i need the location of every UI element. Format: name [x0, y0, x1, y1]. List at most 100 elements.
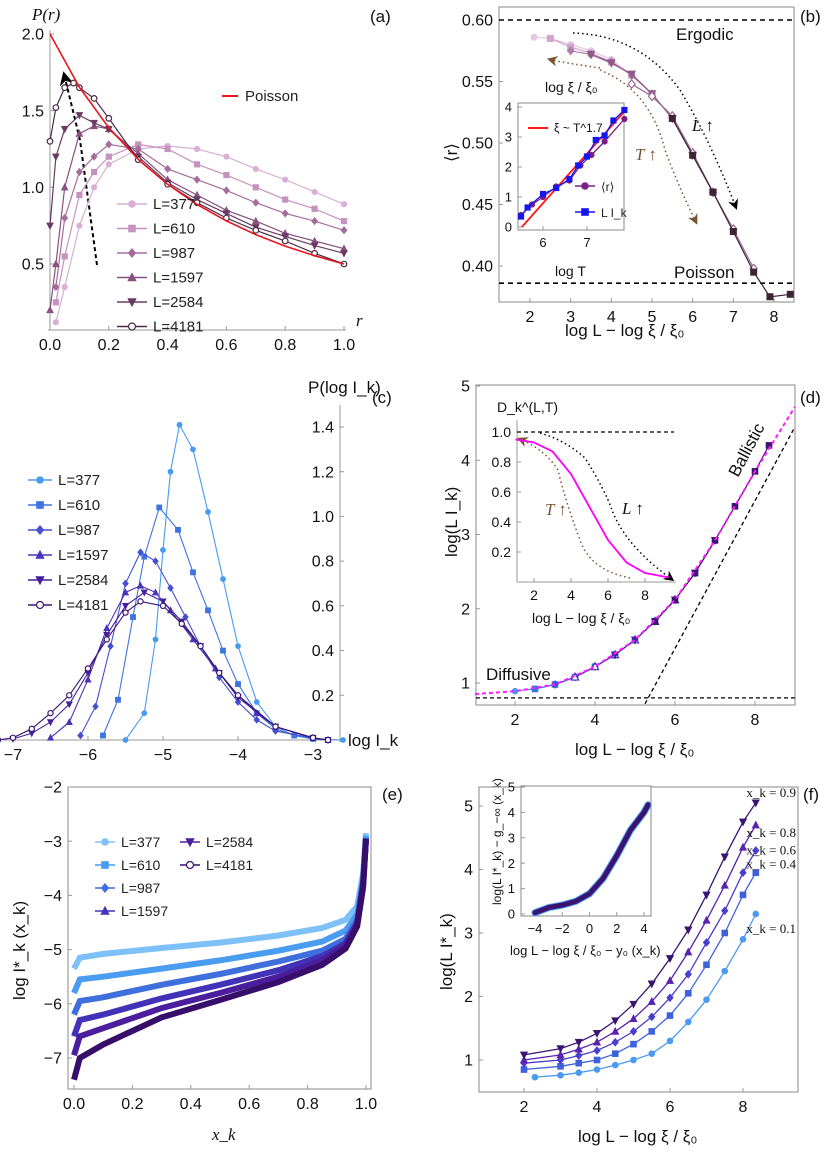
- T-increase-arrow: [599, 69, 698, 225]
- a-data-point: [193, 175, 201, 184]
- e-x-tick-label: 0.6: [238, 1096, 260, 1113]
- e-legend-marker: [185, 860, 195, 870]
- c-data-point: [156, 504, 163, 511]
- f-inset-y-tick-label: 5: [508, 780, 515, 795]
- x-axis-label-b: log L − log ξ / ξ₀: [565, 321, 684, 340]
- a-data-point: [52, 282, 60, 292]
- c-data-point: [151, 588, 160, 596]
- a-legend-marker: [127, 247, 137, 259]
- L-increase-arrow: [572, 32, 739, 210]
- f-data-point: [720, 880, 729, 889]
- c-legend-label: L=377: [58, 472, 100, 489]
- a-data-point: [90, 152, 98, 161]
- c-data-point: [46, 733, 55, 741]
- y-axis-label-c: P(log I_k): [308, 378, 381, 397]
- c-data-point: [160, 547, 166, 553]
- inset-x-axis-label-b: log T: [555, 263, 586, 279]
- a-data-point: [61, 253, 68, 260]
- d-data-point: [731, 502, 739, 510]
- panel-f: log(L I*_k) log L − log ξ / ξ₀ log(L I*_…: [437, 778, 799, 1146]
- c-series-2: [77, 548, 332, 744]
- x-axis-label-c: log I_k: [348, 731, 399, 750]
- f-data-point: [648, 1028, 656, 1035]
- e-series-5: [71, 838, 369, 1081]
- a-data-point: [311, 188, 318, 196]
- c-data-point: [122, 737, 129, 743]
- c-data-point: [178, 620, 185, 627]
- a-legend-label: L=987: [153, 245, 195, 262]
- panel-label-a: (a): [370, 7, 391, 26]
- c-data-point: [103, 624, 111, 632]
- b-inset-data-point: [524, 204, 531, 211]
- c-y-tick-label: 1.4: [312, 420, 334, 437]
- c-data-point: [115, 696, 121, 703]
- f-data-point: [702, 938, 711, 947]
- e-y-tick-label: −2: [44, 780, 62, 797]
- e-x-tick-label: 1.0: [355, 1096, 377, 1113]
- a-data-point: [340, 201, 348, 208]
- a-legend-marker: [128, 224, 136, 233]
- b-inset-data-point: [592, 136, 599, 144]
- a-data-point: [282, 176, 289, 183]
- b-series-5: [668, 114, 794, 301]
- d-data-point: [671, 596, 679, 604]
- b-data-point: [586, 50, 596, 60]
- c-data-point: [66, 692, 73, 699]
- e-x-tick-label: 0.8: [296, 1096, 318, 1113]
- inset-L-increase-arrow: [539, 432, 675, 582]
- e-legend-label: L=1597: [121, 903, 168, 919]
- b-data-point: [750, 268, 758, 276]
- a-legend-label: L=4181: [153, 319, 203, 336]
- b-series-line: [631, 83, 755, 269]
- f-data-point: [575, 1059, 583, 1067]
- a-data-point: [61, 213, 69, 223]
- c-x-tick-label: −5: [154, 747, 172, 764]
- b-x-tick-label: 6: [688, 309, 697, 326]
- b-inset-y-tick-label: 1: [505, 190, 512, 205]
- c-data-point: [65, 701, 73, 709]
- f-series-label: x_k = 0.9: [746, 785, 796, 800]
- b-data-point: [709, 188, 717, 196]
- f-data-point: [592, 1037, 602, 1046]
- inset-T-increase-arrow: [517, 437, 631, 579]
- a-data-point: [90, 119, 98, 128]
- f-data-point: [574, 1044, 583, 1053]
- c-data-point: [28, 725, 35, 733]
- a-data-point: [282, 196, 289, 203]
- c-legend-label: L=610: [58, 497, 100, 514]
- f-series-4: [519, 799, 760, 1060]
- c-data-point: [107, 642, 114, 650]
- f-data-point: [592, 1030, 602, 1038]
- b-data-point: [566, 46, 575, 56]
- b-data-point: [627, 78, 636, 90]
- a-data-point: [252, 165, 259, 173]
- a-data-point: [340, 250, 348, 258]
- b-inset: 6 7 0 1 2 3 4 ⟨r⟩ L I_k ξ ~ T^1.7: [505, 100, 628, 250]
- f-data-point: [738, 842, 748, 851]
- d-series-3: [570, 594, 680, 681]
- e-legend-marker: [100, 882, 110, 894]
- a-x-tick-label: 1.0: [333, 337, 355, 354]
- b-inset-x-tick-label: 6: [539, 235, 546, 250]
- e-legend-marker: [101, 838, 109, 846]
- b-y-tick-label: 0.40: [462, 259, 493, 276]
- a-data-point: [251, 216, 260, 225]
- f-inset-x-tick-label: 2: [613, 921, 620, 936]
- a-data-point: [76, 222, 83, 229]
- f-data-point: [647, 980, 656, 989]
- a-data-point: [46, 305, 54, 314]
- a-data-point: [193, 145, 201, 153]
- e-x-tick-label: 0.0: [63, 1096, 85, 1113]
- a-legend-label: L=2584: [153, 294, 203, 311]
- c-y-tick-label: 0.4: [312, 643, 334, 660]
- f-inset-collapse-curve: [532, 802, 651, 916]
- a-data-point: [52, 299, 59, 306]
- c-data-point: [167, 468, 174, 475]
- c-legend-marker: [35, 576, 45, 586]
- a-data-point: [310, 242, 319, 250]
- c-data-point: [47, 709, 54, 717]
- c-data-point: [46, 719, 55, 727]
- c-data-point: [100, 732, 106, 739]
- e-legend-label: L=4181: [206, 857, 253, 873]
- panel-e: log I*_k (x_k) x_k 0.0 0.2 0.4 0.6 0.8 1.0 −7 −…: [10, 780, 377, 1144]
